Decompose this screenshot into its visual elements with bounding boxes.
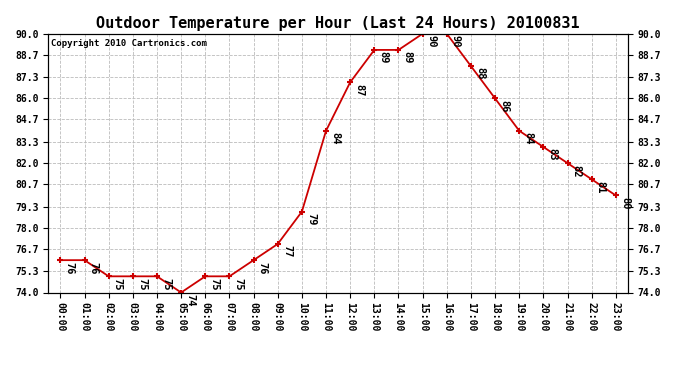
Title: Outdoor Temperature per Hour (Last 24 Hours) 20100831: Outdoor Temperature per Hour (Last 24 Ho…: [97, 16, 580, 31]
Text: 83: 83: [548, 148, 558, 161]
Text: 74: 74: [186, 294, 195, 306]
Text: 89: 89: [379, 51, 388, 64]
Text: 75: 75: [113, 278, 123, 290]
Text: 88: 88: [475, 68, 485, 80]
Text: 75: 75: [161, 278, 171, 290]
Text: 80: 80: [620, 197, 630, 209]
Text: 86: 86: [500, 100, 509, 112]
Text: 84: 84: [331, 132, 340, 145]
Text: 76: 76: [258, 261, 268, 274]
Text: 76: 76: [89, 261, 99, 274]
Text: 75: 75: [137, 278, 147, 290]
Text: 75: 75: [234, 278, 244, 290]
Text: 77: 77: [282, 245, 292, 258]
Text: 90: 90: [427, 35, 437, 48]
Text: 82: 82: [572, 165, 582, 177]
Text: Copyright 2010 Cartronics.com: Copyright 2010 Cartronics.com: [51, 39, 207, 48]
Text: 76: 76: [65, 261, 75, 274]
Text: 90: 90: [451, 35, 461, 48]
Text: 81: 81: [596, 181, 606, 193]
Text: 79: 79: [306, 213, 316, 225]
Text: 87: 87: [355, 84, 364, 96]
Text: 75: 75: [210, 278, 219, 290]
Text: 84: 84: [524, 132, 533, 145]
Text: 89: 89: [403, 51, 413, 64]
